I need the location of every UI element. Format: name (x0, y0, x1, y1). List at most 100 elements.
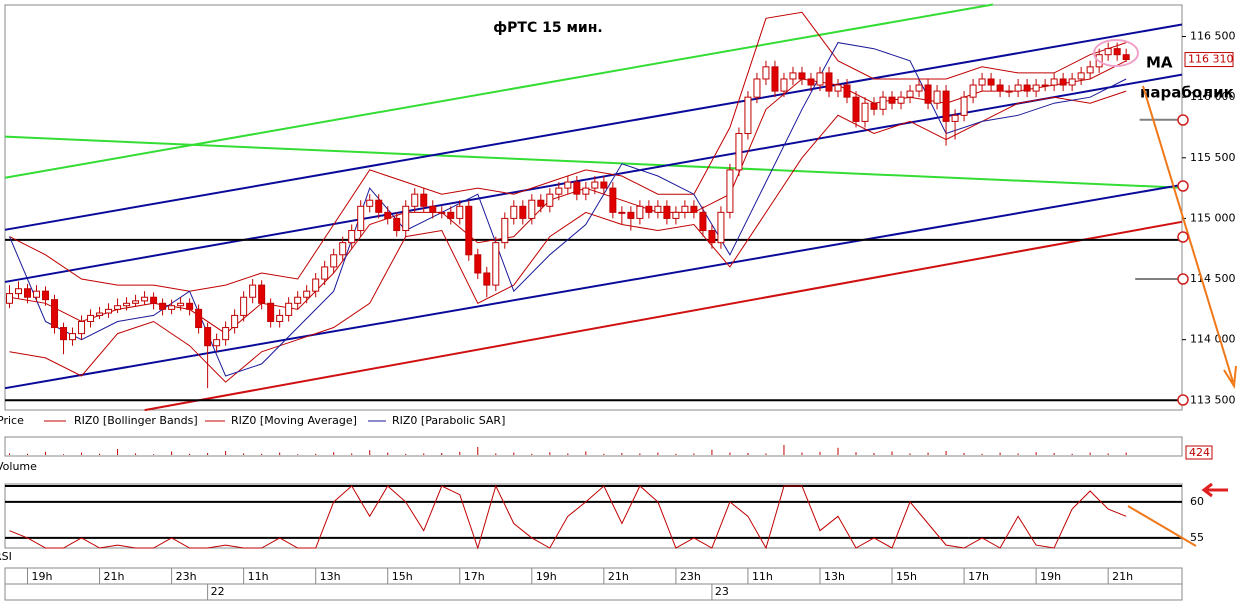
candle-body (186, 302, 194, 310)
arrow (1142, 85, 1234, 383)
candle-body (1077, 72, 1085, 80)
candle-body (690, 205, 698, 213)
candle-body (1113, 48, 1121, 56)
x-tick-label: 23h (176, 570, 197, 583)
candle-body (1068, 78, 1076, 86)
candle-body (231, 314, 239, 329)
x-tick-label: 17h (464, 570, 485, 583)
marks: 116 500 116 000 115 500 115 000 114 500 114 0… (4, 3, 1236, 600)
volume-last-box (1185, 445, 1213, 460)
candle-body (888, 96, 896, 104)
candle-body (105, 308, 113, 314)
x-tick-label: 11h (752, 570, 773, 583)
legend: Price RIZ0 [Bollinger Bands] RIZ0 [Movin… (0, 414, 505, 427)
candle-body (1122, 54, 1130, 61)
candle-body (267, 302, 275, 322)
candle-body (249, 284, 257, 298)
candle-body (897, 96, 905, 104)
candle-body (582, 187, 590, 195)
candle-body (645, 205, 653, 213)
candle-body (681, 205, 689, 213)
candle-body (537, 199, 545, 207)
candle-body (609, 187, 617, 213)
parabolic-sar (9, 42, 1127, 377)
trend-line (4, 183, 1183, 390)
candle-body (942, 90, 950, 122)
candle-body (816, 72, 824, 86)
candle-body (1104, 48, 1112, 56)
candle-body (573, 181, 581, 195)
candle-body (708, 230, 716, 244)
x-tick-label: 19h (536, 570, 557, 583)
candle-body (1005, 90, 1013, 93)
candle-body (24, 288, 32, 298)
price-panel (4, 4, 1183, 411)
x-tick-label: 15h (392, 570, 413, 583)
candle-body (510, 205, 518, 219)
y-tick-label: 115 000 (1190, 211, 1236, 224)
rsi-panel (4, 483, 1183, 549)
candle-body (330, 254, 338, 268)
candle-body (753, 78, 761, 98)
trend-line (4, 3, 994, 179)
candle-body (204, 327, 212, 347)
volume-panel (4, 436, 1183, 457)
y-tick-label: 116 500 (1190, 30, 1236, 43)
candle-body (528, 199, 536, 219)
candle-body (258, 284, 266, 304)
candle-body (654, 205, 662, 213)
day-label: 22 (211, 585, 225, 598)
panel-label: RSI (0, 550, 12, 563)
candle-body (87, 314, 95, 322)
trend-line (4, 23, 1183, 231)
x-tick-label: 23h (680, 570, 701, 583)
y-tick-label: 114 500 (1190, 272, 1236, 285)
arrow (1201, 482, 1228, 498)
candle-body (699, 211, 707, 232)
y-tick-label: 113 500 (1190, 393, 1236, 406)
candle-body (780, 78, 788, 92)
candle-body (438, 211, 446, 214)
legend-label: Price (0, 414, 24, 427)
x-tick-label: 11h (248, 570, 269, 583)
candle-body (591, 181, 599, 189)
candle-body (978, 78, 986, 86)
x-tick-label: 21h (104, 570, 125, 583)
candle-body (798, 72, 806, 80)
candle-body (735, 133, 743, 171)
annotation: МА (1146, 54, 1173, 72)
candle-body (222, 327, 230, 341)
candle-body (852, 96, 860, 122)
candle-body (924, 84, 932, 104)
legend-label: RIZ0 [Parabolic SAR] (392, 414, 505, 427)
candle-body (933, 90, 941, 104)
candle-body (33, 290, 41, 298)
candle-body (960, 96, 968, 116)
candle-body (618, 211, 626, 214)
candle-body (807, 78, 815, 86)
volume-last: 424 (1189, 446, 1210, 459)
candle-body (168, 305, 176, 310)
candle-body (564, 181, 572, 189)
candle-body (123, 302, 131, 307)
candle-body (861, 102, 869, 122)
candle-body (339, 242, 347, 256)
candle-body (384, 211, 392, 219)
candle-body (600, 181, 608, 189)
x-tick-label: 15h (896, 570, 917, 583)
candle-body (672, 211, 680, 219)
candle-body (915, 84, 923, 92)
y-tick-label: 116 000 (1190, 90, 1236, 103)
panel-label: Volume (0, 460, 37, 473)
candle-body (744, 96, 752, 135)
candle-body (420, 193, 428, 207)
candle-body (1041, 84, 1049, 87)
candle-body (213, 339, 221, 347)
last-price-box (1184, 52, 1234, 68)
x-tick-label: 19h (32, 570, 53, 583)
candle-body (762, 66, 770, 80)
candle-body (447, 211, 455, 219)
arrow (1127, 505, 1197, 547)
bollinger-upper (9, 11, 1127, 292)
